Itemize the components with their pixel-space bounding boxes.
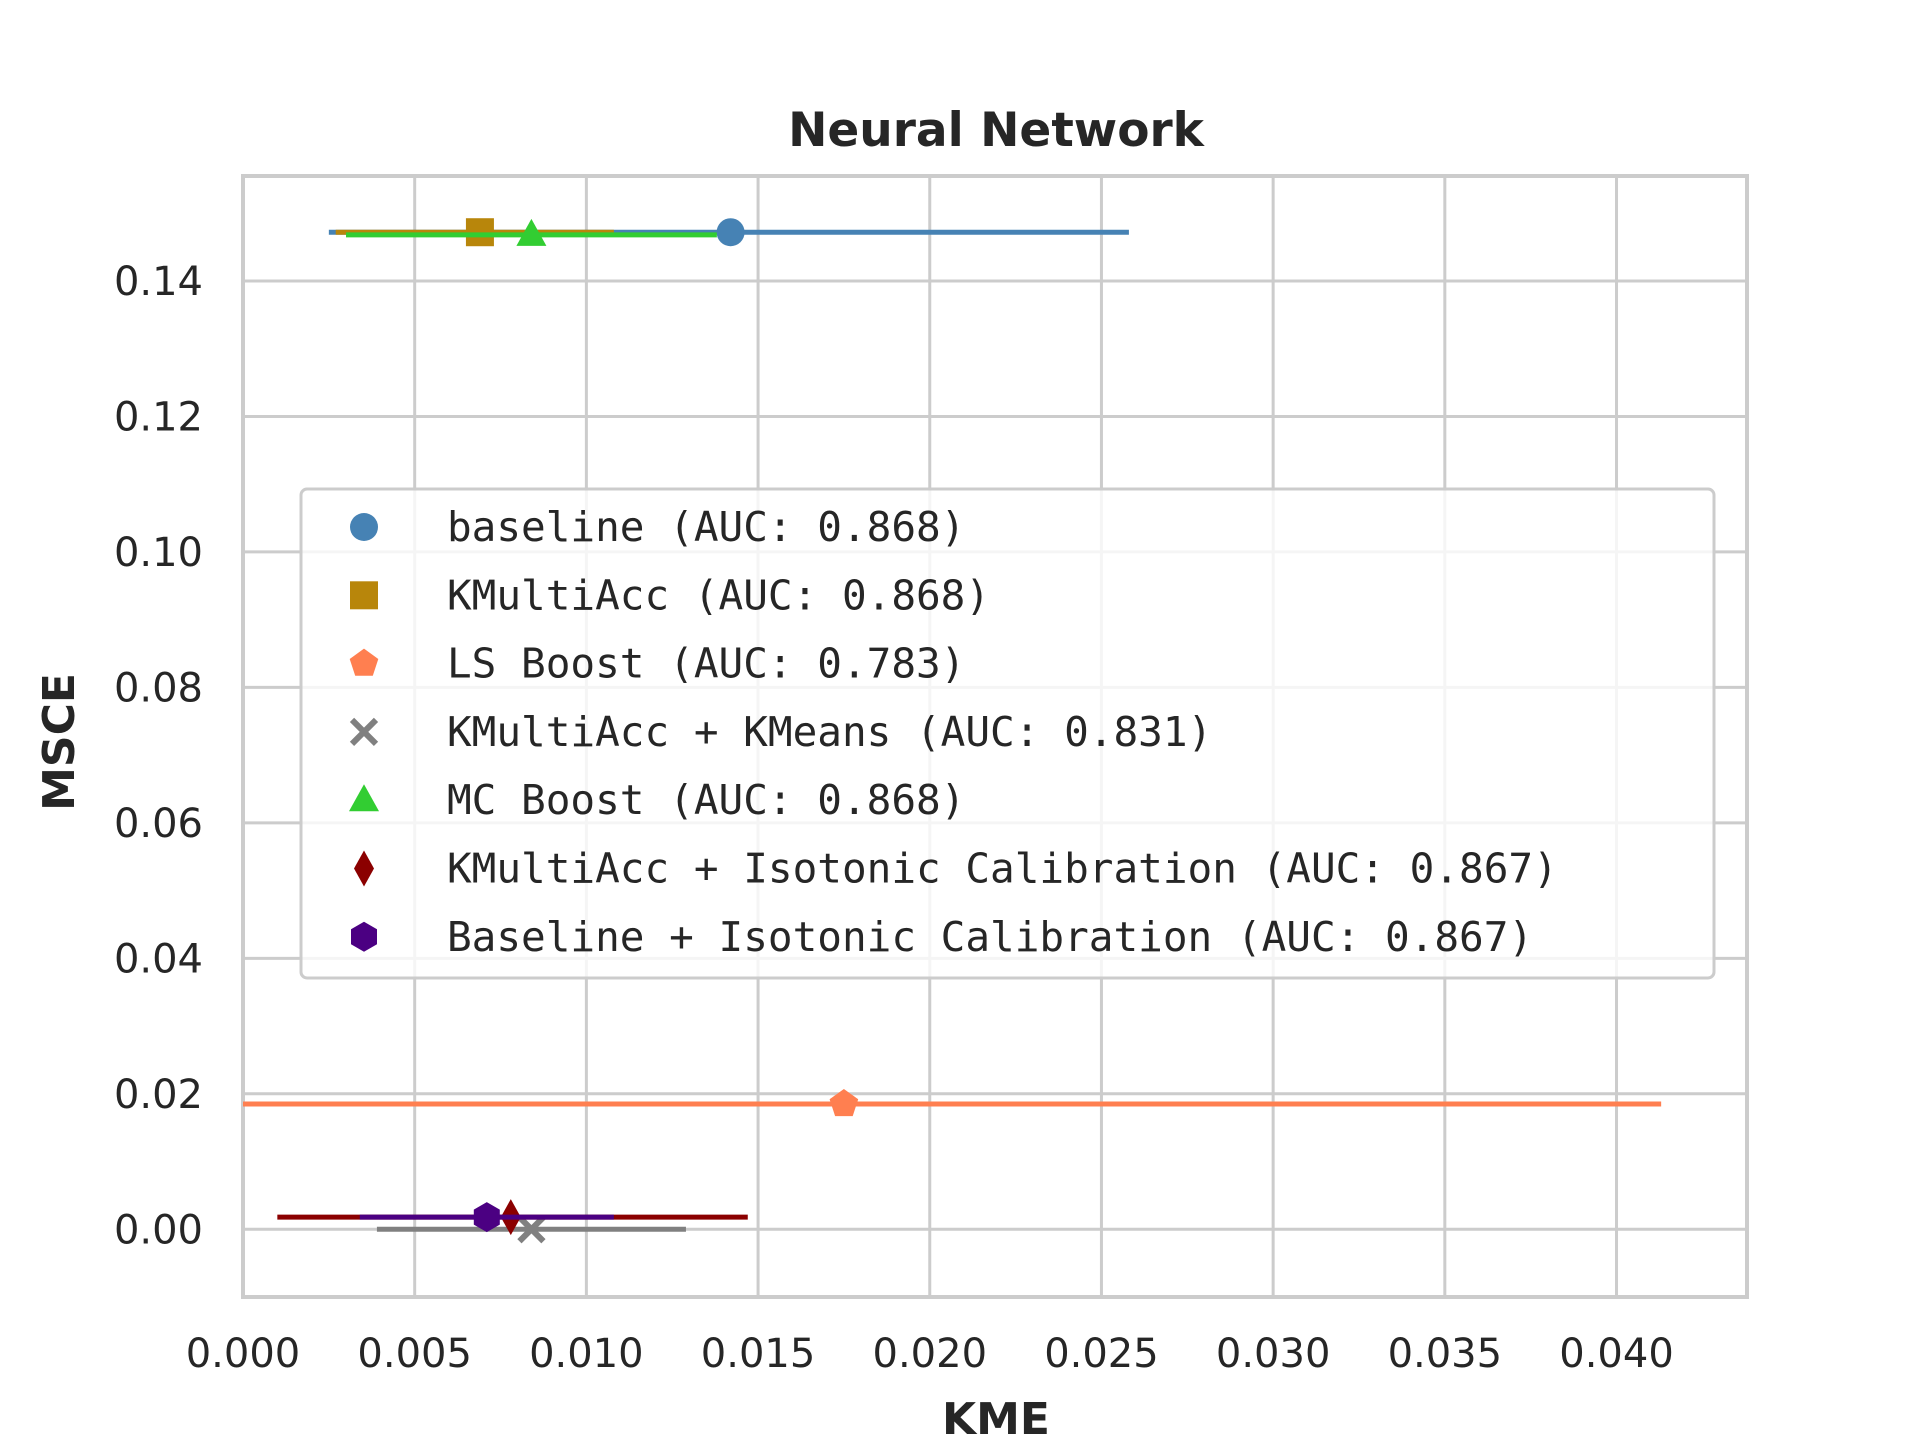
x-tick-label: 0.030 — [1216, 1331, 1331, 1377]
legend-label: KMultiAcc (AUC: 0.868) — [447, 571, 990, 619]
x-tick-label: 0.005 — [357, 1331, 472, 1377]
legend-label: KMultiAcc + Isotonic Calibration (AUC: 0… — [447, 845, 1558, 893]
legend-marker — [349, 648, 379, 676]
legend-label: Baseline + Isotonic Calibration (AUC: 0.… — [447, 913, 1533, 961]
data-point — [829, 1089, 859, 1117]
data-point — [473, 1202, 500, 1233]
legend-entry: MC Boost (AUC: 0.868) — [349, 776, 965, 824]
legend-marker — [350, 513, 378, 541]
plot-frame — [241, 174, 1749, 1299]
x-tick-label: 0.015 — [701, 1331, 816, 1377]
legend-entry: KMultiAcc + KMeans (AUC: 0.831) — [349, 708, 1212, 756]
y-tick-label: 0.10 — [114, 530, 203, 576]
data-point — [716, 218, 745, 247]
legend-marker — [351, 921, 377, 952]
x-tick-label: 0.010 — [529, 1331, 644, 1377]
data-point — [517, 1215, 546, 1244]
legend-marker — [349, 784, 379, 812]
legend-marker — [350, 581, 378, 610]
legend-label: MC Boost (AUC: 0.868) — [447, 776, 965, 824]
legend-entry: Baseline + Isotonic Calibration (AUC: 0.… — [351, 913, 1533, 961]
legend-label: baseline (AUC: 0.868) — [447, 503, 965, 551]
y-tick-label: 0.08 — [114, 665, 203, 711]
legend-box — [299, 487, 1716, 980]
x-tick-label: 0.020 — [873, 1331, 988, 1377]
y-tick-label: 0.14 — [114, 259, 203, 305]
data-point — [516, 218, 547, 246]
y-axis-label: MSCE — [34, 673, 85, 811]
y-tick-label: 0.04 — [114, 936, 203, 982]
series-3 — [376, 1215, 686, 1244]
x-tick-label: 0.000 — [186, 1331, 301, 1377]
data-point — [465, 218, 494, 247]
legend: baseline (AUC: 0.868) KMultiAcc (AUC: 0.8… — [299, 487, 1716, 980]
x-axis-label: KME — [942, 1394, 1050, 1440]
legend-entry: KMultiAcc + Isotonic Calibration (AUC: 0… — [354, 845, 1558, 893]
series-2 — [243, 1089, 1662, 1117]
x-tick-label: 0.025 — [1044, 1331, 1159, 1377]
y-tick-label: 0.02 — [114, 1072, 203, 1118]
chart-title: Neural Network — [788, 103, 1206, 158]
legend-entry: LS Boost (AUC: 0.783) — [349, 640, 965, 688]
x-tick-label: 0.035 — [1388, 1331, 1503, 1377]
y-tick-label: 0.12 — [114, 394, 203, 440]
series-4 — [346, 218, 717, 246]
legend-entry: baseline (AUC: 0.868) — [350, 503, 965, 551]
legend-marker — [354, 850, 374, 887]
series-6 — [359, 1202, 614, 1233]
legend-marker — [349, 717, 379, 747]
legend-label: KMultiAcc + KMeans (AUC: 0.831) — [447, 708, 1212, 756]
legend-entry: KMultiAcc (AUC: 0.868) — [350, 571, 990, 619]
y-tick-label: 0.00 — [114, 1207, 203, 1253]
series-1 — [335, 218, 614, 247]
x-tick-label: 0.040 — [1559, 1331, 1674, 1377]
legend-label: LS Boost (AUC: 0.783) — [447, 640, 965, 688]
y-tick-label: 0.06 — [114, 801, 203, 847]
